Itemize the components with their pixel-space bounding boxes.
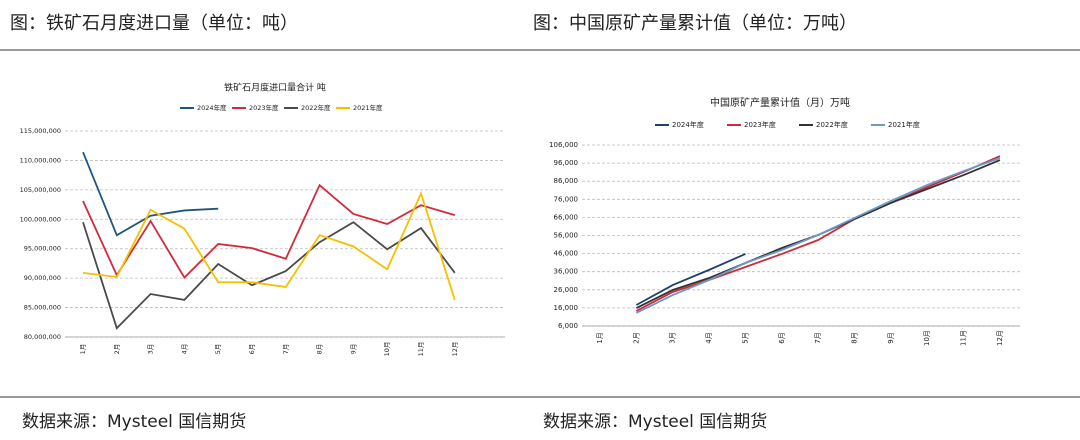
y-tick-label: 36,000: [554, 268, 579, 276]
y-tick-label: 85,000,000: [24, 304, 61, 312]
y-tick-label: 66,000: [554, 213, 579, 221]
legend-label: 2024年度: [672, 120, 704, 129]
y-tick-label: 76,000: [554, 195, 579, 203]
series-line: [82, 151, 219, 237]
series-line: [635, 155, 1001, 312]
x-tick-label: 8月: [316, 344, 324, 355]
y-tick-label: 56,000: [554, 232, 579, 240]
y-tick-label: 95,000,000: [24, 245, 61, 253]
y-tick-label: 110,000,000: [20, 156, 61, 164]
x-tick-label: 7月: [282, 344, 290, 355]
source: 数据来源：Mysteel 国信期货: [543, 412, 767, 432]
header: 图：铁矿石月度进口量（单位：吨）: [10, 13, 298, 34]
y-tick-label: 96,000: [554, 159, 579, 167]
x-tick-label: 4月: [180, 344, 188, 355]
legend-label: 2024年度: [197, 103, 227, 112]
y-tick-label: 80,000,000: [24, 333, 61, 341]
y-tick-label: 16,000: [554, 304, 579, 312]
legend-label: 2022年度: [816, 120, 848, 129]
series-line: [82, 190, 456, 301]
x-tick-label: 12月: [996, 330, 1004, 346]
x-tick-label: 12月: [451, 342, 459, 357]
x-tick-label: 9月: [887, 332, 895, 343]
y-tick-label: 26,000: [554, 286, 579, 294]
x-tick-label: 1月: [79, 344, 87, 355]
source: 数据来源：Mysteel 国信期货: [22, 412, 246, 432]
legend-label: 2021年度: [353, 103, 383, 112]
x-tick-label: 6月: [248, 344, 256, 355]
x-tick-label: 5月: [741, 332, 749, 343]
x-tick-label: 2月: [632, 332, 640, 343]
series-line: [82, 183, 456, 280]
x-tick-label: 11月: [960, 330, 968, 346]
x-tick-label: 2月: [113, 344, 121, 355]
chart-title: 铁矿石月度进口量合计 吨: [224, 82, 326, 94]
y-tick-label: 105,000,000: [20, 186, 61, 194]
y-tick-label: 90,000,000: [24, 274, 61, 282]
legend-label: 2021年度: [888, 120, 920, 129]
y-tick-label: 46,000: [554, 250, 579, 258]
x-tick-label: 3月: [669, 332, 677, 343]
series-line: [635, 253, 746, 306]
legend-label: 2023年度: [744, 120, 776, 129]
x-tick-label: 5月: [214, 344, 222, 355]
y-tick-label: 115,000,000: [20, 127, 61, 135]
header: 图：中国原矿产量累计值（单位：万吨）: [533, 13, 857, 34]
x-tick-label: 6月: [778, 332, 786, 343]
x-tick-label: 8月: [851, 332, 859, 343]
x-tick-label: 4月: [705, 332, 713, 343]
x-tick-label: 10月: [923, 330, 931, 346]
legend-label: 2023年度: [249, 103, 279, 112]
x-tick-label: 3月: [147, 344, 155, 355]
series-line: [635, 157, 1001, 314]
x-tick-label: 11月: [417, 342, 425, 357]
y-tick-label: 106,000: [549, 141, 578, 149]
x-tick-label: 10月: [383, 342, 391, 357]
x-tick-label: 1月: [596, 332, 604, 343]
chart-title: 中国原矿产量累计值（月）万吨: [710, 96, 850, 109]
series-line: [82, 221, 456, 330]
x-tick-label: 7月: [814, 332, 822, 343]
y-tick-label: 6,000: [558, 322, 578, 330]
y-tick-label: 100,000,000: [20, 215, 61, 223]
y-tick-label: 86,000: [554, 177, 579, 185]
legend-label: 2022年度: [301, 103, 331, 112]
x-tick-label: 9月: [349, 344, 357, 355]
